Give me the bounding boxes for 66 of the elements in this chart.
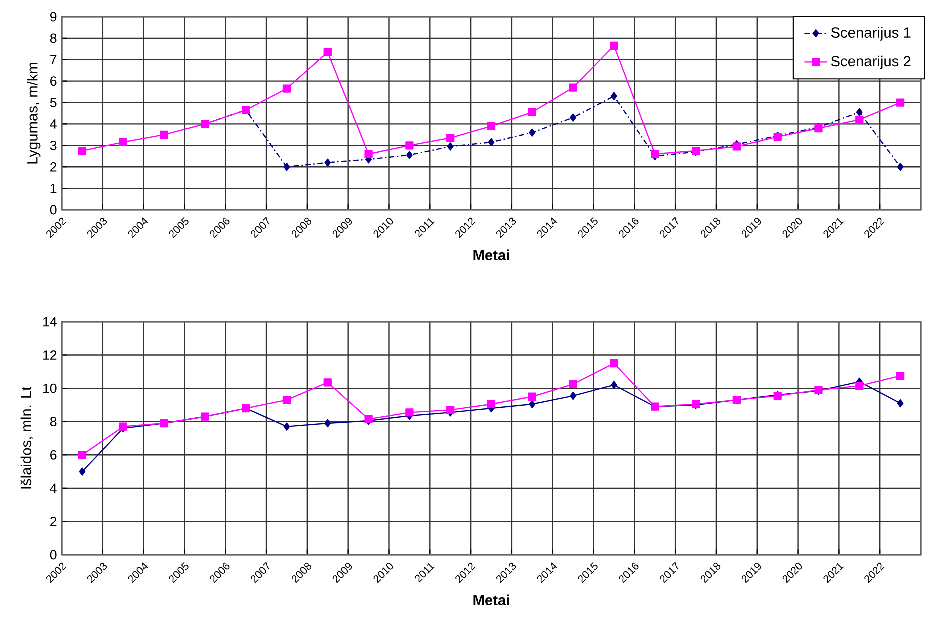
point	[324, 48, 332, 56]
y-tick-label: 8	[50, 34, 57, 44]
y-tick-label: 10	[43, 384, 57, 394]
point	[406, 151, 413, 160]
point	[897, 399, 904, 408]
point	[896, 372, 905, 380]
y-tick-label: 4	[50, 120, 57, 129]
point	[487, 400, 496, 408]
y-tick-label: 2	[50, 517, 57, 526]
point	[610, 42, 618, 50]
point	[896, 98, 905, 107]
y-tick-label: 8	[50, 417, 57, 427]
y-tick-label: 14	[43, 317, 57, 327]
x-axis-title: Metai	[474, 250, 510, 261]
point	[856, 116, 864, 124]
point	[569, 380, 578, 388]
point	[446, 134, 455, 142]
point	[856, 382, 864, 390]
point	[78, 146, 87, 156]
y-axis-title: Išlaidos, mln. Lt	[20, 386, 34, 489]
point	[611, 381, 618, 390]
point	[406, 408, 414, 417]
point	[324, 158, 332, 167]
y-tick-label: 9	[50, 12, 57, 22]
y-tick-label: 0	[50, 205, 57, 215]
point	[897, 163, 904, 172]
legend-label: Scenarijus 1	[831, 27, 911, 41]
point	[488, 138, 495, 147]
point	[284, 163, 290, 172]
point	[78, 451, 87, 460]
y-tick-label: 3	[50, 140, 57, 150]
point	[856, 108, 863, 116]
point	[529, 400, 536, 408]
point	[364, 150, 373, 158]
point	[487, 122, 496, 130]
point	[324, 378, 332, 387]
point	[324, 419, 332, 428]
y-tick-label: 6	[50, 450, 57, 460]
y-tick-label: 4	[50, 484, 57, 493]
point	[119, 138, 128, 147]
y-tick-label: 0	[50, 550, 57, 560]
point	[79, 468, 86, 476]
y-tick-label: 1	[50, 184, 57, 194]
y-tick-label: 12	[43, 350, 57, 360]
point	[282, 84, 292, 93]
point	[610, 360, 618, 368]
point	[406, 142, 414, 150]
point	[528, 392, 536, 401]
point	[447, 142, 454, 151]
point	[529, 128, 536, 137]
point	[160, 130, 168, 139]
point	[570, 114, 577, 122]
point	[284, 422, 290, 431]
point	[611, 92, 618, 100]
point	[282, 396, 292, 404]
y-tick-label: 7	[50, 55, 57, 64]
legend-label: Scenarijus 2	[831, 56, 911, 70]
y-tick-label: 5	[50, 98, 57, 108]
y-tick-label: 2	[50, 162, 57, 172]
point	[569, 84, 578, 92]
point	[528, 108, 536, 116]
point	[570, 392, 577, 400]
y-tick-label: 6	[50, 76, 57, 86]
y-axis-title: Lygumas, m/km	[27, 62, 41, 164]
x-axis-title: Metai	[474, 594, 510, 606]
point	[446, 406, 455, 414]
